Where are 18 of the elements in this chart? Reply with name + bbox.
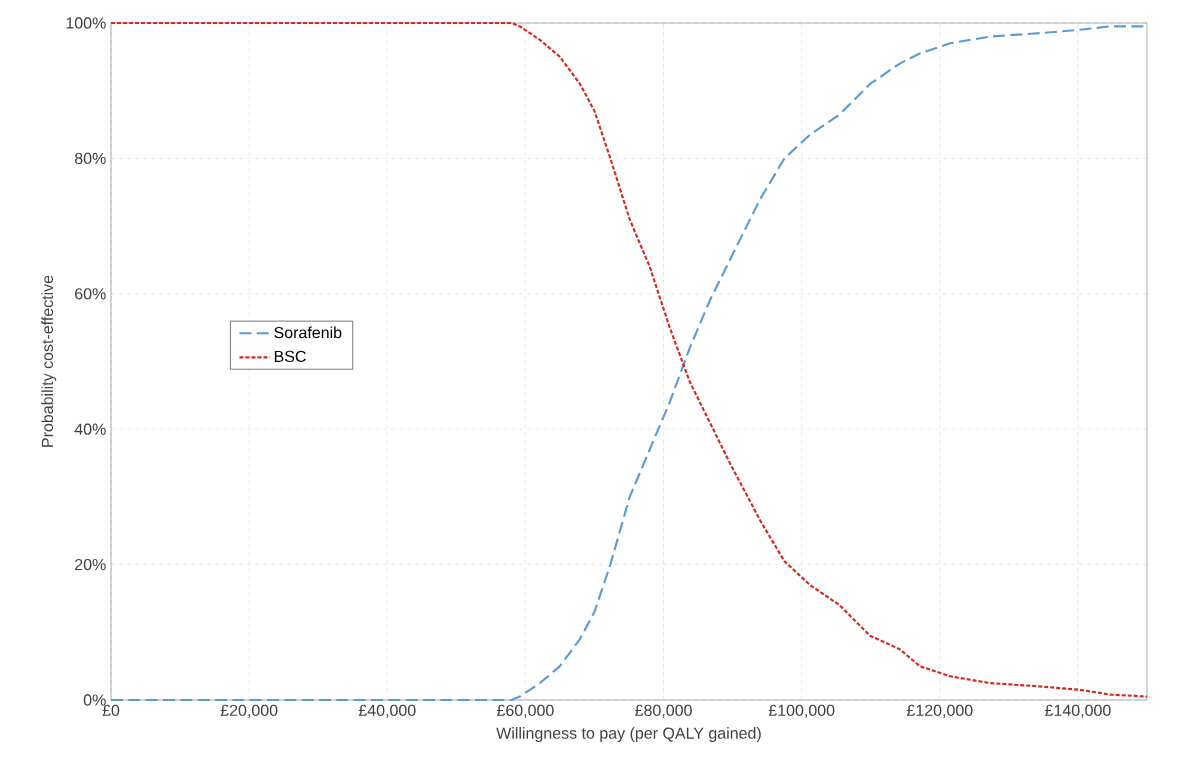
y-axis-title: Probability cost-effective xyxy=(41,275,57,447)
y-tick-label: 80% xyxy=(74,152,106,165)
x-axis-title: Willingness to pay (per QALY gained) xyxy=(496,727,761,742)
legend-label: Sorafenib xyxy=(274,326,342,339)
y-tick-label: 0% xyxy=(83,694,106,706)
y-tick-label: 100% xyxy=(66,17,106,29)
x-tick-label: £0 xyxy=(102,704,120,717)
x-tick-label: £60,000 xyxy=(496,704,554,718)
legend-label: BSC xyxy=(274,350,306,363)
x-tick-label: £100,000 xyxy=(768,704,835,718)
x-tick-label: £20,000 xyxy=(220,704,278,718)
x-tick-label: £80,000 xyxy=(635,704,692,718)
y-tick-label: 40% xyxy=(74,423,106,435)
x-tick-label: £120,000 xyxy=(906,704,973,718)
y-tick-label: 60% xyxy=(75,288,106,300)
x-tick-label: £40,000 xyxy=(358,704,416,718)
y-tick-label: 20% xyxy=(75,558,106,571)
x-tick-label: £140,000 xyxy=(1045,704,1111,718)
